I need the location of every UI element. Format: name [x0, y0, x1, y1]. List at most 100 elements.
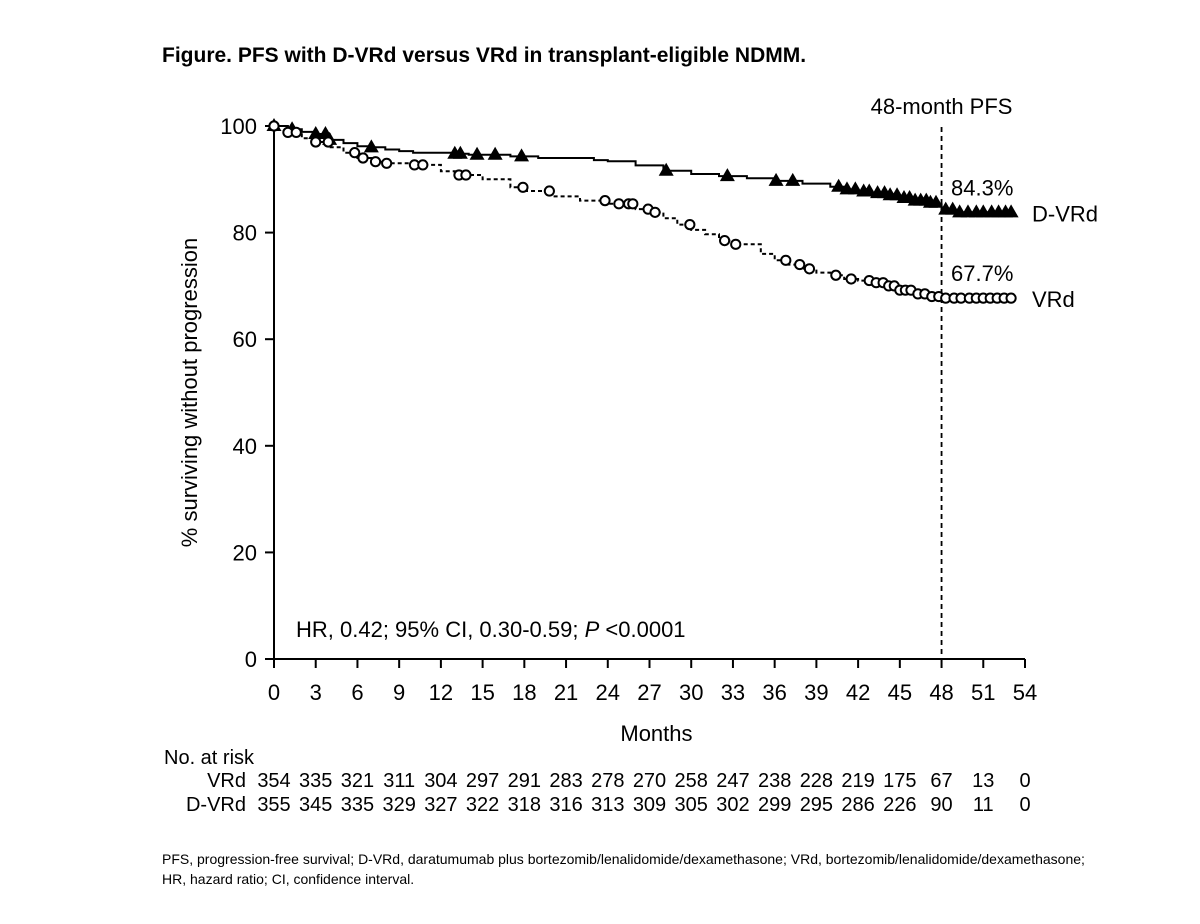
x-tick-label: 15: [470, 680, 494, 705]
risk-cell: 299: [758, 794, 791, 816]
censor-mark-vrd: [460, 169, 472, 181]
risk-table-title: No. at risk: [164, 747, 255, 769]
censor-mark-d-vrd: [363, 139, 379, 153]
censor-mark-vrd: [517, 181, 529, 193]
risk-cell: 329: [382, 794, 415, 816]
x-tick-label: 9: [393, 680, 405, 705]
risk-cell: 305: [675, 794, 708, 816]
risk-cell: 247: [716, 770, 749, 792]
censor-mark-d-vrd: [719, 168, 735, 182]
risk-row-label: VRd: [207, 770, 246, 792]
censor-mark-vrd: [268, 120, 280, 132]
pfs48-value-d-vrd: 84.3%: [951, 175, 1013, 200]
risk-cell: 345: [299, 794, 332, 816]
figure-title: Figure. PFS with D-VRd versus VRd in tra…: [162, 44, 807, 67]
censor-mark-vrd: [543, 185, 555, 197]
footnote: PFS, progression-free survival; D-VRd, d…: [162, 849, 1122, 889]
censor-mark-vrd: [803, 263, 816, 275]
censor-mark-d-vrd: [308, 125, 324, 139]
censor-mark-vrd: [730, 238, 742, 250]
survival-curves: [266, 118, 1019, 304]
x-tick-label: 45: [888, 680, 912, 705]
risk-cell: 304: [424, 770, 457, 792]
pfs48-value-vrd: 67.7%: [951, 261, 1013, 286]
censor-mark-vrd: [830, 269, 842, 281]
x-tick-label: 36: [762, 680, 786, 705]
y-tick-label: 80: [233, 221, 257, 246]
risk-cell: 309: [633, 794, 666, 816]
x-tick-label: 54: [1013, 680, 1037, 705]
reference-line-label: 48-month PFS: [871, 94, 1013, 119]
risk-cell: 219: [841, 770, 874, 792]
censor-mark-d-vrd: [452, 145, 468, 159]
series-label-d-vrd: D-VRd: [1032, 201, 1098, 226]
risk-cell: 278: [591, 770, 624, 792]
censor-mark-vrd: [369, 156, 382, 168]
censor-mark-vrd: [845, 273, 857, 285]
risk-cell: 313: [591, 794, 624, 816]
x-axis-title: Months: [620, 721, 692, 746]
censor-mark-vrd: [599, 195, 611, 207]
risk-cell: 297: [466, 770, 499, 792]
censor-mark-d-vrd: [658, 162, 674, 176]
risk-cell: 322: [466, 794, 499, 816]
risk-cell: 67: [930, 770, 952, 792]
censor-mark-d-vrd: [768, 172, 784, 186]
hr-ci-text: HR, 0.42; 95% CI, 0.30-0.59;: [296, 617, 585, 642]
risk-cell: 355: [257, 794, 290, 816]
y-tick-label: 20: [233, 540, 257, 565]
x-tick-label: 3: [310, 680, 322, 705]
series-labels: D-VRd 84.3% VRd 67.7%: [951, 175, 1098, 312]
risk-cell: 90: [930, 794, 952, 816]
risk-cell: 238: [758, 770, 791, 792]
risk-cell: 321: [341, 770, 374, 792]
risk-cell: 270: [633, 770, 666, 792]
x-tick-label: 33: [721, 680, 745, 705]
series-label-vrd: VRd: [1032, 287, 1075, 312]
risk-cell: 354: [257, 770, 290, 792]
censor-mark-vrd: [719, 234, 731, 247]
risk-cell: 0: [1019, 794, 1030, 816]
risk-cell: 316: [549, 794, 582, 816]
p-symbol: P: [585, 617, 600, 642]
risk-cell: 286: [841, 794, 874, 816]
x-tick-label: 12: [429, 680, 453, 705]
x-tick-label: 27: [637, 680, 661, 705]
x-tick-label: 42: [846, 680, 870, 705]
risk-cell: 11: [973, 794, 994, 816]
y-axis-title: % surviving without progression: [177, 238, 202, 547]
risk-cell: 226: [883, 794, 916, 816]
x-tick-label: 6: [351, 680, 363, 705]
x-tick-label: 24: [596, 680, 620, 705]
censor-mark-vrd: [649, 206, 661, 218]
curve-vrd: [274, 125, 1012, 300]
y-tick-label: 60: [233, 327, 257, 352]
risk-cell: 335: [299, 770, 332, 792]
risk-cell: 228: [800, 770, 833, 792]
reference-line-group: 48-month PFS: [871, 94, 1013, 659]
risk-cell: 302: [716, 794, 749, 816]
risk-cell: 175: [883, 770, 916, 792]
censor-mark-vrd: [290, 126, 302, 138]
censor-mark-d-vrd: [928, 194, 944, 208]
x-tick-label: 0: [268, 680, 280, 705]
censor-mark-vrd: [417, 159, 429, 171]
censor-mark-d-vrd: [785, 172, 801, 186]
risk-cell: 283: [549, 770, 582, 792]
y-tick-label: 100: [220, 114, 257, 139]
censor-mark-vrd: [357, 152, 369, 164]
risk-cell: 258: [675, 770, 708, 792]
censor-mark-vrd: [780, 254, 792, 266]
risk-cell: 311: [383, 770, 415, 792]
risk-cell: 291: [508, 770, 541, 792]
x-tick-label: 18: [512, 680, 536, 705]
risk-cell: 295: [800, 794, 833, 816]
x-tick-label: 51: [971, 680, 995, 705]
x-tick-label: 30: [679, 680, 703, 705]
censor-mark-vrd: [613, 198, 625, 210]
x-tick-label: 48: [929, 680, 953, 705]
censor-mark-d-vrd: [1003, 204, 1019, 218]
censor-mark-vrd: [381, 157, 393, 169]
